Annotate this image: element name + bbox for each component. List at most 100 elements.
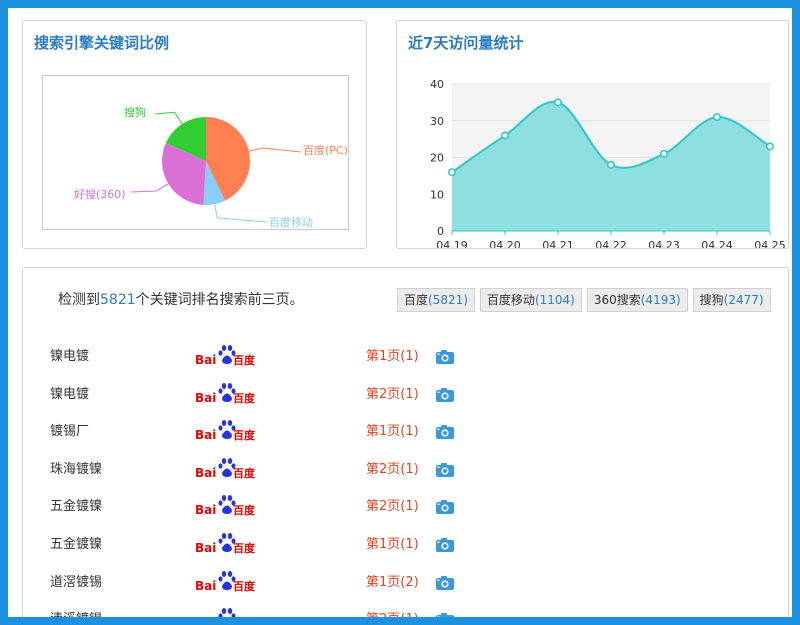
ranking-row: 五金镀镍 Bai 百度 第2页(1): [23, 495, 783, 534]
baidu-logo-du: 百度: [233, 353, 256, 367]
tab-count: (5821): [428, 293, 468, 307]
y-tick-label: 30: [430, 115, 444, 128]
baidu-logo-du: 百度: [233, 428, 256, 442]
x-tick-label: 04.25: [754, 239, 786, 248]
data-point[interactable]: [554, 98, 562, 107]
baidu-logo-du: 百度: [233, 541, 256, 555]
ranking-row: 五金镀镍 Bai 百度 第1页(1): [23, 533, 783, 572]
y-tick-label: 40: [430, 78, 444, 91]
baidu-logo-bai: Bai: [195, 391, 216, 405]
x-tick-label: 04.19: [436, 239, 468, 248]
keyword-text: 镀锡厂: [50, 424, 90, 440]
tab-baidu-mobile[interactable]: 百度移动(1104): [479, 288, 582, 312]
engine-ratio-title: 搜索引擎关键词比例: [34, 34, 170, 52]
summary-count: 5821: [100, 292, 136, 308]
tab-sogou[interactable]: 搜狗(2477): [692, 288, 771, 312]
camera-snapshot-icon[interactable]: [436, 462, 454, 477]
data-point[interactable]: [766, 142, 774, 151]
rank-text: 第1页(1): [366, 349, 419, 364]
x-tick-label: 04.22: [595, 239, 627, 248]
page-frame: 搜索引擎关键词比例 百度(PC) 百度移动 好搜(360) 搜狗 近7天访问量统计 0…: [8, 8, 792, 617]
baidu-logo-du: 百度: [233, 503, 256, 517]
summary-suffix: 个关键词排名搜索前三页。: [135, 292, 304, 308]
baidu-logo-icon: Bai 百度: [195, 345, 256, 367]
keyword-text: 五金镀镍: [50, 499, 103, 515]
y-tick-label: 10: [430, 188, 444, 201]
baidu-logo-icon: Bai 百度: [195, 533, 256, 555]
pie-slice[interactable]: [162, 142, 206, 205]
data-point[interactable]: [607, 160, 615, 169]
ranking-row: 珠海镀镍 Bai 百度 第2页(1): [23, 457, 783, 497]
baidu-logo-du: 百度: [233, 391, 256, 405]
rank-text: 第2页(1): [366, 610, 419, 617]
ranking-row: 镍电镀 Bai 百度 第1页(1): [23, 345, 783, 384]
keyword-text: 清溪镀锡: [50, 610, 102, 617]
baidu-logo-bai: Bai: [195, 503, 216, 517]
camera-snapshot-icon[interactable]: [436, 387, 454, 402]
keyword-ranking-panel: 检测到5821个关键词排名搜索前三页。 百度(5821) 百度移动(1104) …: [22, 267, 789, 617]
baidu-logo-du: 百度: [233, 466, 256, 480]
rank-text: 第1页(1): [366, 537, 419, 552]
summary-text: 检测到5821个关键词排名搜索前三页。: [58, 289, 304, 309]
engine-ratio-panel: 搜索引擎关键词比例 百度(PC) 百度移动 好搜(360) 搜狗: [22, 20, 367, 249]
tab-count: (4193): [640, 293, 681, 307]
keyword-text: 镍电镀: [50, 386, 90, 402]
engine-tabs: 百度(5821) 百度移动(1104) 360搜索(4193) 搜狗(2477): [397, 288, 771, 312]
baidu-logo-du: 百度: [233, 616, 256, 617]
x-tick-label: 04.21: [542, 239, 574, 248]
keyword-text: 道滘镀锡: [50, 574, 103, 590]
x-tick-label: 04.23: [648, 239, 680, 248]
data-point[interactable]: [448, 168, 456, 177]
ranking-row: 镀锡厂 Bai 百度 第1页(1): [23, 420, 783, 459]
camera-snapshot-icon[interactable]: [436, 425, 454, 440]
pie-slice[interactable]: [206, 117, 250, 201]
camera-snapshot-icon[interactable]: [436, 613, 454, 617]
baidu-logo-icon: Bai 百度: [195, 608, 256, 617]
camera-snapshot-icon[interactable]: [436, 350, 454, 364]
tab-count: (1104): [534, 293, 575, 307]
x-tick-label: 04.24: [701, 239, 733, 248]
baidu-logo-du: 百度: [233, 579, 256, 593]
rank-text: 第2页(1): [366, 461, 419, 477]
baidu-logo-icon: Bai 百度: [195, 495, 256, 517]
data-point[interactable]: [501, 131, 509, 140]
rank-text: 第1页(2): [366, 574, 419, 590]
pie-slice[interactable]: [165, 117, 206, 161]
keyword-text: 镍电镀: [50, 349, 90, 364]
y-tick-label: 20: [430, 152, 444, 165]
tab-baidu[interactable]: 百度(5821): [397, 288, 475, 312]
data-point[interactable]: [660, 149, 668, 158]
baidu-logo-bai: Bai: [195, 616, 216, 617]
camera-snapshot-icon[interactable]: [436, 538, 454, 552]
baidu-logo-bai: Bai: [195, 353, 216, 367]
y-tick-label: 0: [437, 225, 444, 238]
pie-label: 好搜(360): [74, 187, 126, 201]
x-tick-label: 04.20: [489, 239, 521, 248]
pie-label-line: [154, 111, 183, 125]
baidu-logo-icon: Bai 百度: [195, 457, 256, 480]
weekly-visits-title: 近7天访问量统计: [408, 34, 524, 52]
keyword-text: 五金镀镍: [50, 537, 103, 552]
pie-slice[interactable]: [203, 161, 226, 205]
weekly-visits-panel: 近7天访问量统计 0 10 20 30 40 04.19 04.20 04.21 04.22 04…: [396, 20, 789, 249]
summary-prefix: 检测到: [58, 292, 100, 308]
baidu-logo-icon: Bai 百度: [195, 570, 256, 593]
pie-chart-box: 百度(PC) 百度移动 好搜(360) 搜狗: [42, 75, 349, 230]
baidu-logo-bai: Bai: [195, 579, 216, 593]
camera-snapshot-icon[interactable]: [436, 500, 454, 515]
pie-label-line: [214, 204, 268, 223]
baidu-logo-bai: Bai: [195, 428, 216, 442]
rank-text: 第1页(1): [366, 424, 419, 440]
tab-label: 百度移动: [486, 293, 535, 307]
camera-snapshot-icon[interactable]: [436, 575, 454, 590]
pie-label: 搜狗: [124, 105, 146, 119]
ranking-row: 道滘镀锡 Bai 百度 第1页(2): [23, 570, 783, 610]
pie-label-line: [248, 147, 302, 153]
keyword-text: 珠海镀镍: [50, 461, 103, 477]
baidu-logo-bai: Bai: [195, 541, 216, 555]
data-point[interactable]: [713, 113, 721, 122]
pie-label-line: [130, 183, 169, 193]
tab-360[interactable]: 360搜索(4193): [586, 288, 688, 312]
tab-count: (2477): [723, 293, 764, 307]
rank-text: 第2页(1): [366, 499, 419, 515]
